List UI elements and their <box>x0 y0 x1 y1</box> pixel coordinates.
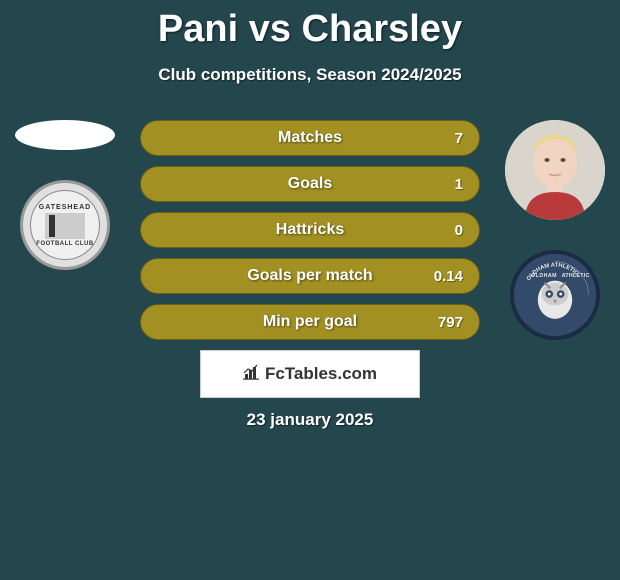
stat-label: Matches <box>278 129 342 147</box>
fctables-logo-text: FcTables.com <box>265 364 377 384</box>
page-title: Pani vs Charsley <box>0 0 620 51</box>
right-player-avatar <box>505 120 605 220</box>
date-text: 23 january 2025 <box>0 410 620 430</box>
stat-label: Goals per match <box>247 267 372 285</box>
gateshead-text-bottom: FOOTBALL CLUB <box>36 241 93 247</box>
svg-text:OLDHAM: OLDHAM <box>531 273 557 279</box>
chart-icon <box>243 364 261 385</box>
subtitle: Club competitions, Season 2024/2025 <box>0 65 620 85</box>
stat-row-hattricks: Hattricks 0 <box>140 212 480 248</box>
stat-right-value: 0 <box>455 222 463 239</box>
svg-text:ATHLETIC: ATHLETIC <box>562 273 590 279</box>
stats-container: Matches 7 Goals 1 Hattricks 0 Goals per … <box>140 120 480 350</box>
gateshead-badge-graphic <box>45 213 85 239</box>
stat-row-goals: Goals 1 <box>140 166 480 202</box>
stat-label: Goals <box>288 175 332 193</box>
stat-label: Min per goal <box>263 313 357 331</box>
right-player-column: OLDHAM ATHLETIC OLDHAM ATHLETIC <box>500 120 610 340</box>
gateshead-text-top: GATESHEAD <box>39 204 91 211</box>
player-face-icon <box>505 120 605 220</box>
stat-right-value: 797 <box>438 314 463 331</box>
stat-row-matches: Matches 7 <box>140 120 480 156</box>
stat-row-min-per-goal: Min per goal 797 <box>140 304 480 340</box>
left-player-avatar <box>15 120 115 150</box>
stat-label: Hattricks <box>276 221 344 239</box>
fctables-logo[interactable]: FcTables.com <box>200 350 420 398</box>
oldham-badge-icon: OLDHAM ATHLETIC OLDHAM ATHLETIC <box>512 250 598 340</box>
right-club-badge: OLDHAM ATHLETIC OLDHAM ATHLETIC <box>510 250 600 340</box>
stat-row-goals-per-match: Goals per match 0.14 <box>140 258 480 294</box>
stat-right-value: 0.14 <box>434 268 463 285</box>
gateshead-badge-inner: GATESHEAD FOOTBALL CLUB <box>30 190 100 260</box>
stat-right-value: 1 <box>455 176 463 193</box>
stat-right-value: 7 <box>455 130 463 147</box>
left-club-badge: GATESHEAD FOOTBALL CLUB <box>20 180 110 270</box>
left-player-column: GATESHEAD FOOTBALL CLUB <box>10 120 120 270</box>
